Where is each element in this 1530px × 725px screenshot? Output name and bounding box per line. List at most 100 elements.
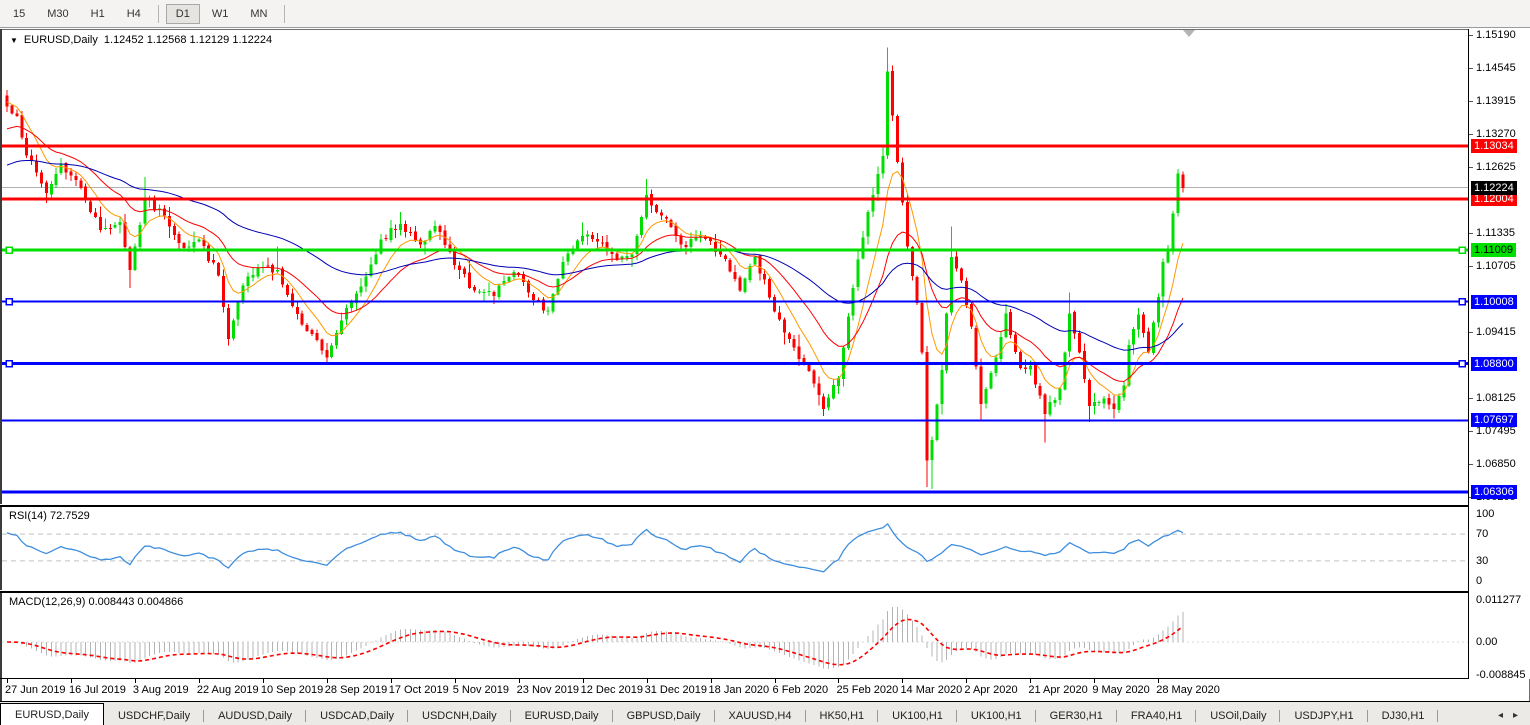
price-level-badge: 1.10008: [1471, 294, 1517, 309]
candle-body: [44, 182, 48, 194]
candle-body: [679, 235, 683, 245]
tabs-scroll-left-icon[interactable]: ◂: [1497, 710, 1503, 721]
candle-body: [950, 256, 954, 313]
rsi-indicator-pane[interactable]: [2, 507, 1468, 590]
candle-body: [959, 268, 963, 281]
price-chart-canvas[interactable]: [2, 30, 1468, 504]
candle-body: [615, 253, 619, 260]
candle-body: [1038, 385, 1042, 396]
candle-body: [1117, 395, 1121, 410]
rsi-axis-label: 30: [1476, 554, 1489, 567]
axis-tick-mark: [1469, 233, 1473, 235]
moving-average-20: [6, 125, 1184, 383]
candle-body: [246, 276, 250, 287]
candle-body: [1068, 313, 1072, 352]
tabs-scroll-right-icon[interactable]: ▸: [1512, 710, 1518, 721]
chart-dropdown-icon[interactable]: ▼: [10, 35, 18, 45]
candle-body: [846, 316, 850, 348]
timeframe-button-h1[interactable]: H1: [90, 7, 105, 20]
timeframe-button-mn[interactable]: MN: [250, 7, 268, 20]
axis-tick-mark: [1469, 464, 1473, 466]
candle-body: [295, 306, 299, 314]
chart-tab-uk100-h1[interactable]: UK100,H1: [878, 706, 957, 725]
candle-body: [1014, 334, 1018, 352]
candle-body: [359, 286, 363, 293]
candle-body: [945, 313, 949, 371]
candle-body: [354, 293, 358, 303]
macd-indicator-pane[interactable]: [2, 593, 1468, 678]
candle-body: [10, 105, 14, 114]
chart-tab-gbpusd-daily[interactable]: GBPUSD,Daily: [613, 706, 715, 725]
macd-canvas[interactable]: [2, 593, 1468, 678]
date-tick-mark: [7, 679, 8, 683]
date-axis-label: 9 May 2020: [1092, 684, 1150, 696]
price-axis-label: 1.06850: [1476, 458, 1516, 471]
candle-body: [758, 255, 762, 274]
timeframe-button-d1[interactable]: D1: [165, 3, 200, 24]
candle-body: [472, 286, 476, 291]
chart-title: ▼ EURUSD,Daily 1.12452 1.12568 1.12129 1…: [10, 34, 272, 46]
candle-body: [576, 240, 580, 249]
candle-body: [630, 254, 634, 258]
timeframe-button-h4[interactable]: H4: [126, 7, 141, 20]
candle-body: [600, 242, 604, 244]
candle-body: [1156, 296, 1160, 323]
candle-body: [54, 174, 58, 185]
macd-indicator-label: MACD(12,26,9) 0.008443 0.004866: [9, 596, 184, 608]
timeframe-button-m30[interactable]: M30: [47, 7, 69, 20]
line-handle: [1458, 359, 1466, 368]
candle-body: [69, 171, 73, 176]
rsi-canvas[interactable]: [2, 507, 1468, 590]
chart-tab-usdcad-daily[interactable]: USDCAD,Daily: [306, 706, 409, 725]
candle-body: [1112, 403, 1116, 409]
price-chart-pane[interactable]: [2, 30, 1468, 504]
candle-body: [305, 324, 309, 331]
candle-body: [812, 370, 816, 384]
candle-body: [492, 292, 496, 296]
candle-body: [743, 278, 747, 293]
date-axis-label: 10 Sep 2019: [260, 684, 324, 696]
chart-tab-usoil-daily[interactable]: USOil,Daily: [1196, 706, 1281, 725]
chart-tab-uk100-h1[interactable]: UK100,H1: [957, 706, 1036, 725]
candle-body: [718, 251, 722, 255]
candle-body: [330, 345, 334, 358]
candle-body: [910, 247, 914, 277]
candle-body: [748, 265, 752, 280]
candle-body: [404, 223, 408, 232]
chart-tab-eurusd-daily[interactable]: EURUSD,Daily: [0, 703, 104, 725]
chart-tab-fra40-h1[interactable]: FRA40,H1: [1117, 706, 1197, 725]
candle-body: [103, 227, 107, 230]
price-axis-label: 1.09415: [1476, 326, 1516, 339]
pane-splitter[interactable]: [0, 590, 1530, 593]
pane-splitter[interactable]: [0, 504, 1530, 507]
candle-body: [113, 225, 117, 228]
timeframe-button-w1[interactable]: W1: [211, 7, 229, 20]
candle-body: [694, 237, 698, 241]
chart-tab-dj30-h1[interactable]: DJ30,H1: [1368, 706, 1439, 725]
macd-axis-label: 0.00: [1476, 636, 1498, 648]
chart-tab-xauusd-h4[interactable]: XAUUSD,H4: [715, 706, 806, 725]
chart-tab-usdcnh-daily[interactable]: USDCNH,Daily: [408, 706, 511, 725]
chart-shift-marker-icon[interactable]: [1183, 30, 1195, 37]
price-axis-border: [1468, 29, 1469, 679]
candle-body: [1087, 380, 1091, 406]
chart-tab-usdchf-daily[interactable]: USDCHF,Daily: [104, 706, 205, 725]
candle-body: [226, 308, 230, 340]
timeframe-button-15[interactable]: 15: [13, 7, 26, 20]
chart-tab-usdjpy-h1[interactable]: USDJPY,H1: [1280, 706, 1368, 725]
date-axis-label: 6 Feb 2020: [772, 684, 829, 696]
chart-tab-hk50-h1[interactable]: HK50,H1: [806, 706, 879, 725]
candle-body: [290, 293, 294, 307]
chart-tab-audusd-daily[interactable]: AUDUSD,Daily: [204, 706, 307, 725]
date-tick-mark: [198, 679, 200, 683]
candle-body: [123, 221, 127, 247]
candle-body: [546, 310, 550, 312]
candle-body: [817, 383, 821, 396]
chart-tab-ger30-h1[interactable]: GER30,H1: [1036, 706, 1118, 725]
candle-body: [153, 198, 157, 211]
date-tick-mark: [134, 679, 136, 683]
chart-tab-eurusd-daily[interactable]: EURUSD,Daily: [511, 706, 613, 725]
candle-body: [900, 162, 904, 203]
candle-body: [605, 242, 609, 252]
chart-ohlc-values: 1.12452 1.12568 1.12129 1.12224: [103, 34, 273, 46]
